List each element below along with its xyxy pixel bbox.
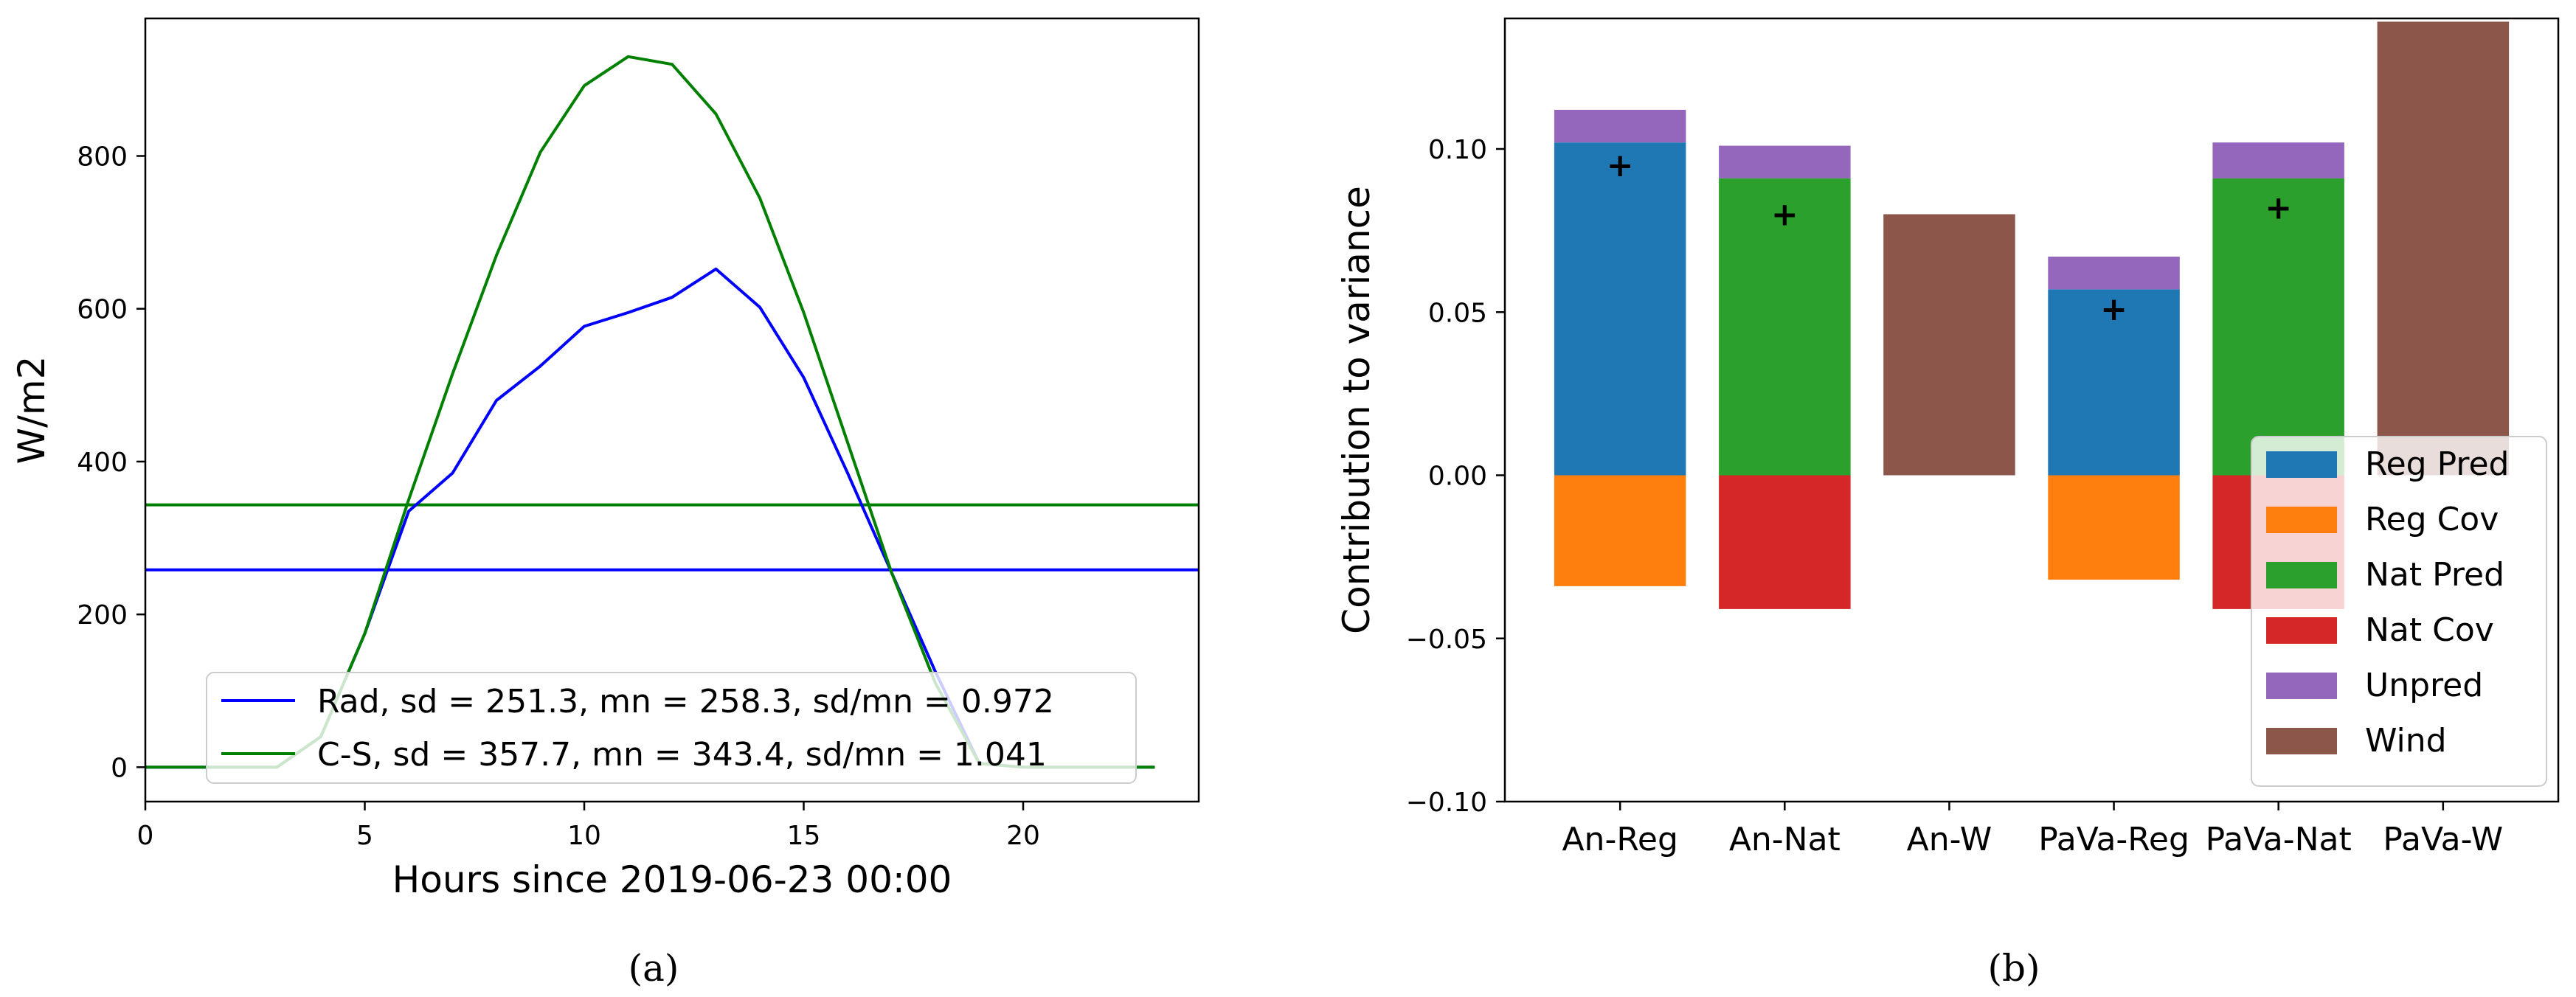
plot-frame [144,17,1200,803]
legend-label-wind: Wind [2365,722,2447,760]
panel-caption-b: (b) [1987,947,2040,990]
y-tick-label: −0.05 [1406,625,1487,655]
plot-area [145,18,1199,802]
y-tick-label: 0.10 [1428,135,1487,165]
bar-marker-plus: + [1771,196,1798,234]
legend-label-cs: C-S, sd = 357.7, mn = 343.4, sd/mn = 1.0… [317,736,1047,774]
y-tick-label: 0 [111,753,128,783]
bar-reg-cov-pava-reg [2048,475,2180,580]
legend-box [206,672,1137,784]
bar-marker-plus: + [2100,291,2127,328]
bar-reg-cov-an-reg [1554,475,1686,586]
x-tick-label: PaVa-W [2383,821,2503,858]
x-tick-label: 10 [567,821,601,851]
y-tick-label: −0.10 [1406,788,1487,818]
y-tick-label: 200 [77,600,128,630]
y-tick-label: 0.05 [1428,298,1487,328]
x-tick-label: 15 [787,821,821,851]
legend-label-unpred: Unpred [2365,667,2483,704]
legend-swatch-nat-cov [2266,617,2337,644]
line-legend: Rad, sd = 251.3, mn = 258.3, sd/mn = 0.9… [206,672,1137,784]
x-tick-label: 0 [137,821,154,851]
x-tick-label: 20 [1006,821,1040,851]
x-tick-label: An-Nat [1729,821,1841,858]
y-tick-label: 400 [77,448,128,478]
legend-label-nat-cov: Nat Cov [2365,611,2494,649]
legend-label-reg-pred: Reg Pred [2365,445,2509,483]
bar-unpred-an-nat [1719,145,1851,178]
legend-swatch-reg-pred [2266,451,2337,478]
y-tick-label: 800 [77,142,128,172]
y-tick-label: 600 [77,295,128,325]
bar-reg-pred-an-reg [1554,142,1686,476]
legend-swatch-nat-pred [2266,562,2337,588]
bar-nat-pred-an-nat [1719,178,1851,476]
panel-caption-a: (a) [629,947,679,990]
bar-marker-plus: + [1607,147,1634,184]
bar-chart-panel: + + + + An-Reg An-Nat An-W PaVa-Reg PaVa-Nat PaV… [1335,17,2560,990]
legend-swatch-unpred [2266,673,2337,699]
bar-reg-pred-pava-reg [2048,289,2180,476]
y-tick-label: 0.00 [1428,462,1487,492]
bar-nat-cov-an-nat [1719,475,1851,609]
bar-chart-marks: + + + + [1554,21,2510,609]
legend-swatch-reg-cov [2266,507,2337,533]
legend-label-rad: Rad, sd = 251.3, mn = 258.3, sd/mn = 0.9… [317,683,1054,720]
bar-unpred-an-reg [1554,109,1686,143]
bar-wind-pava-w [2377,21,2510,476]
bar-nat-pred-pava-nat [2212,178,2344,476]
plot-frame [1503,17,2560,803]
bar-unpred-pava-reg [2048,257,2180,290]
bar-wind-an-w [1883,214,2015,476]
legend-label-reg-cov: Reg Cov [2365,501,2499,538]
x-tick-label: 5 [356,821,373,851]
x-axis-label: Hours since 2019-06-23 00:00 [392,858,952,901]
bar-unpred-pava-nat [2212,142,2344,178]
x-tick-label: PaVa-Reg [2038,821,2189,858]
legend-label-nat-pred: Nat Pred [2365,556,2504,594]
bar-legend: Reg Pred Reg Cov Nat Pred Nat Cov Unpred Wind [2251,436,2547,787]
x-tick-label: An-W [1907,821,1992,858]
y-axis-label: W/m2 [10,356,53,465]
y-axis-label: Contribution to variance [1335,186,1378,634]
bar-marker-plus: + [2265,190,2292,227]
bar-chart-ticks: An-Reg An-Nat An-W PaVa-Reg PaVa-Nat PaVa-W −0… [1406,135,2504,858]
legend-swatch-wind [2266,728,2337,754]
x-tick-label: PaVa-Nat [2206,821,2352,858]
x-tick-label: An-Reg [1562,821,1677,858]
